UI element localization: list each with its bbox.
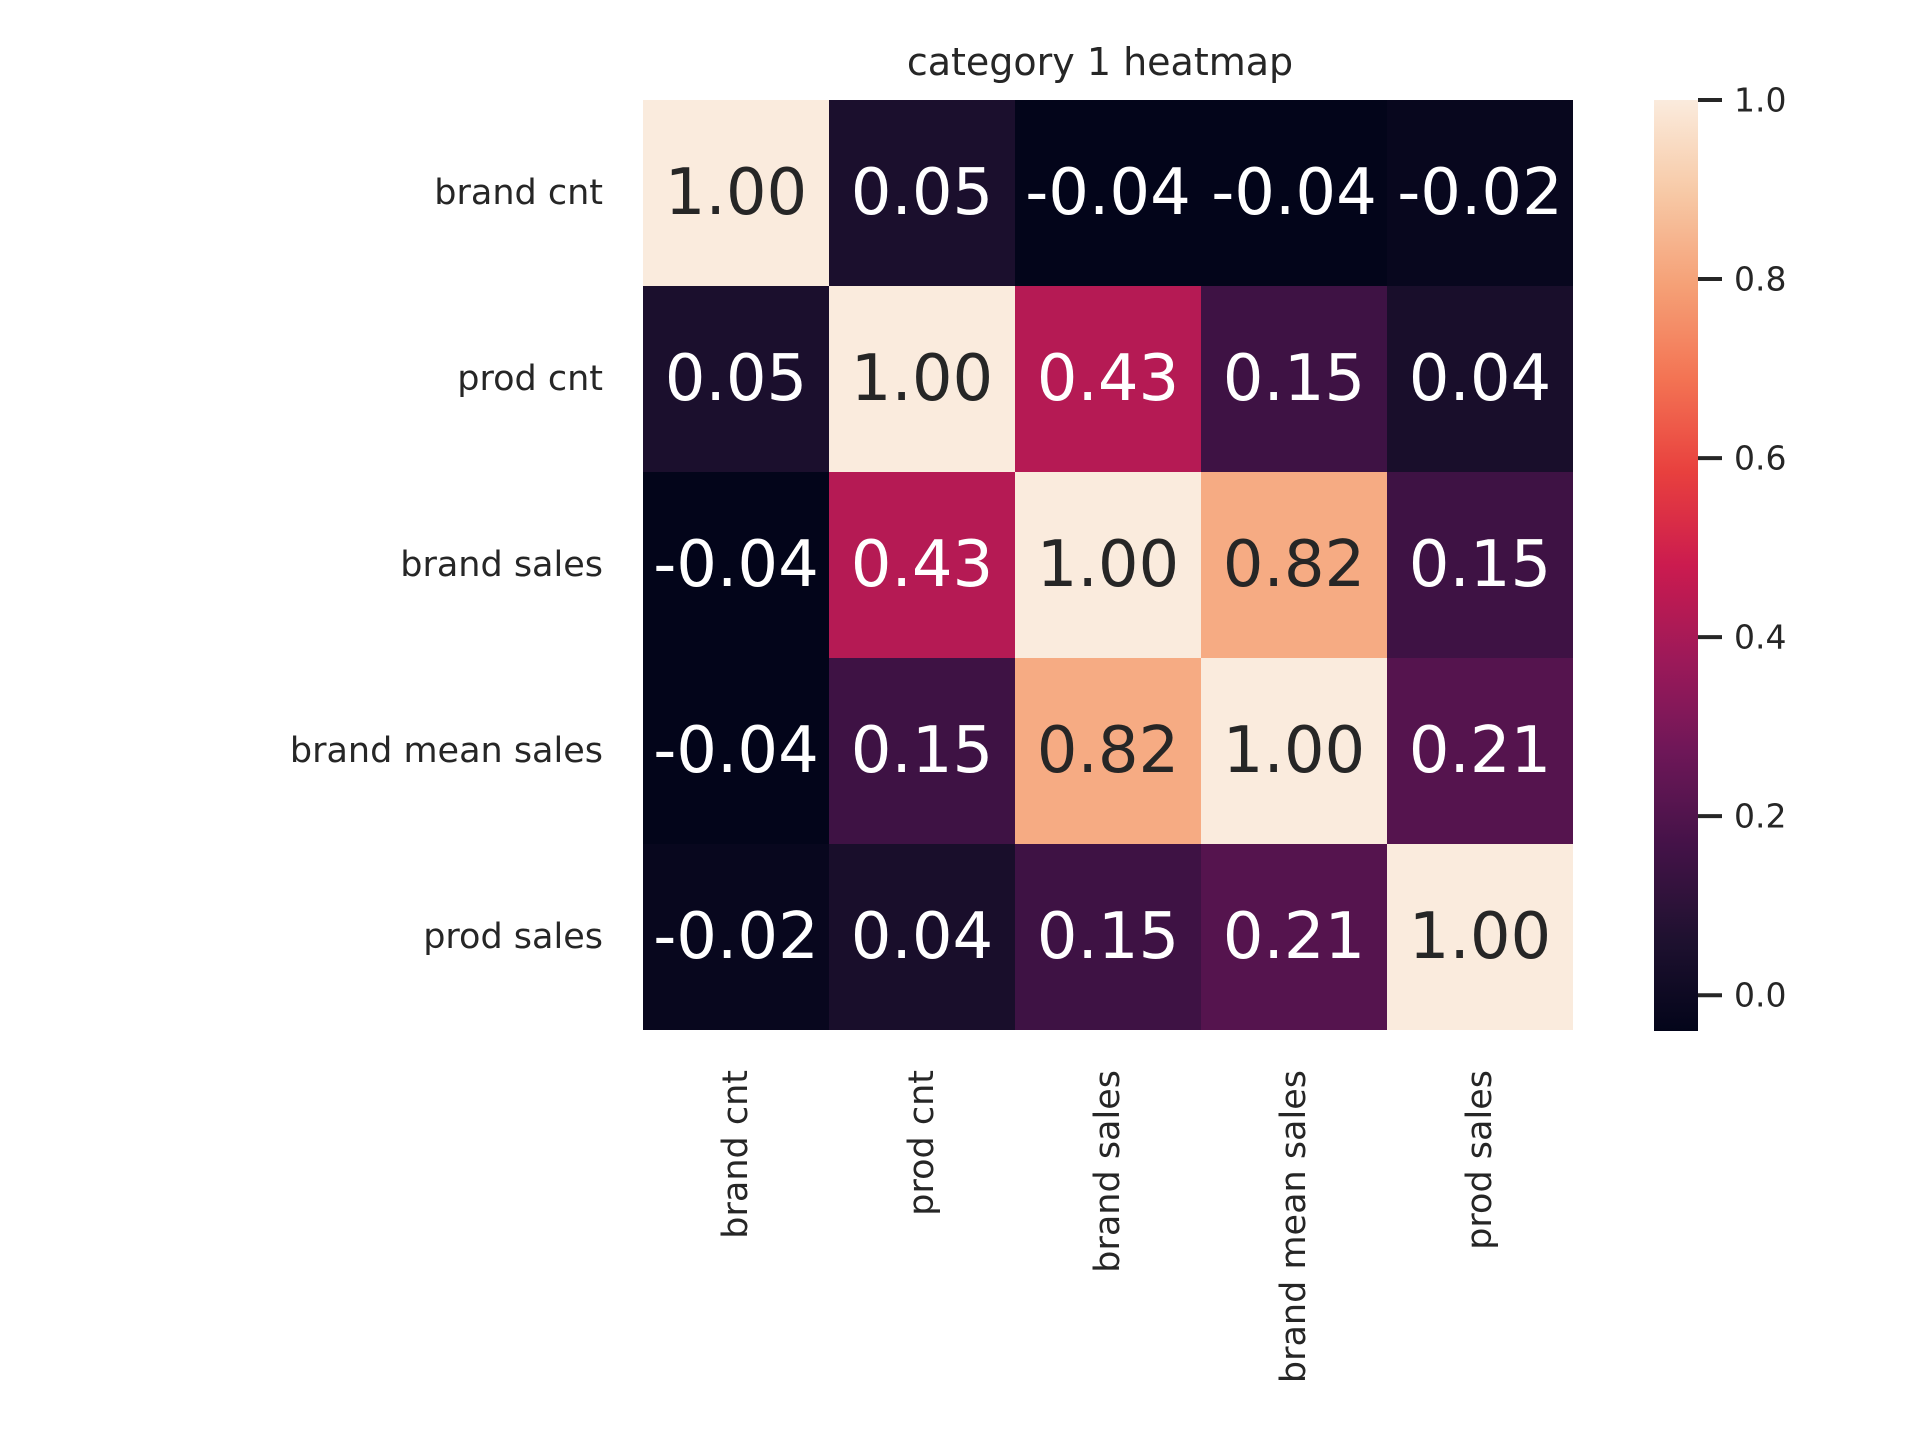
- cell-value-label: 0.43: [851, 528, 994, 602]
- heatmap-cell: [643, 100, 829, 286]
- cell-value-label: 0.04: [851, 900, 994, 974]
- heatmap-cell: [1387, 472, 1573, 658]
- heatmap-cell: [1015, 472, 1201, 658]
- y-tick-label: brand mean sales: [290, 731, 603, 771]
- heatmap-cell: [1201, 844, 1387, 1030]
- cell-value-label: 0.05: [665, 342, 808, 416]
- x-tick-label: brand cnt: [716, 1070, 756, 1239]
- colorbar-tick-label: 0.0: [1734, 976, 1786, 1015]
- cell-value-label: 0.21: [1409, 714, 1552, 788]
- heatmap-cell: [829, 100, 1015, 286]
- colorbar-tick-label: 0.8: [1734, 260, 1786, 299]
- x-tick-label: prod cnt: [902, 1070, 942, 1216]
- heatmap-cell: [1387, 844, 1573, 1030]
- heatmap-cell: [1201, 286, 1387, 472]
- heatmap-cell: [1015, 844, 1201, 1030]
- y-tick-label: prod cnt: [457, 359, 603, 399]
- heatmap-cell: [1201, 100, 1387, 286]
- heatmap-cell: [643, 658, 829, 844]
- heatmap-cell: [829, 472, 1015, 658]
- cell-value-label: -0.02: [653, 900, 819, 974]
- colorbar-ticks: 0.0 0.2 0.4 0.6 0.8 1.0: [1698, 81, 1786, 1015]
- heatmap-cell: [1387, 658, 1573, 844]
- heatmap-cell: [829, 844, 1015, 1030]
- colorbar: [1654, 100, 1698, 1031]
- heatmap-cell: [643, 844, 829, 1030]
- cell-value-label: -0.04: [653, 714, 819, 788]
- heatmap-cell: [1387, 100, 1573, 286]
- heatmap-cell: [1201, 472, 1387, 658]
- heatmap-cell: [1201, 658, 1387, 844]
- y-tick-label: brand cnt: [434, 173, 603, 213]
- cell-value-label: 0.05: [851, 156, 994, 230]
- cell-value-label: 0.15: [1409, 528, 1552, 602]
- heatmap-cell: [1015, 100, 1201, 286]
- y-tick-label: brand sales: [400, 545, 603, 585]
- cell-value-label: 1.00: [665, 156, 808, 230]
- colorbar-tick-label: 0.2: [1734, 797, 1786, 836]
- cell-value-label: 1.00: [851, 342, 994, 416]
- cell-value-label: 0.82: [1223, 528, 1366, 602]
- colorbar-tick-label: 0.6: [1734, 439, 1786, 478]
- y-axis-tick-labels: brand cnt prod cnt brand sales brand mean s…: [290, 173, 603, 957]
- chart-title: category 1 heatmap: [907, 40, 1293, 84]
- cell-value-label: 1.00: [1409, 900, 1552, 974]
- heatmap-cell: [829, 286, 1015, 472]
- colorbar-tick-label: 0.4: [1734, 618, 1786, 657]
- x-tick-label: prod sales: [1460, 1070, 1500, 1250]
- cell-value-label: 1.00: [1223, 714, 1366, 788]
- cell-value-label: -0.04: [1025, 156, 1191, 230]
- heatmap-cell: [1387, 286, 1573, 472]
- y-tick-label: prod sales: [423, 917, 603, 957]
- x-tick-label: brand sales: [1088, 1070, 1128, 1273]
- cell-value-label: 0.82: [1037, 714, 1180, 788]
- cell-value-label: -0.04: [653, 528, 819, 602]
- cell-value-label: 0.15: [1037, 900, 1180, 974]
- cell-value-label: -0.04: [1211, 156, 1377, 230]
- x-axis-tick-labels: brand cnt prod cnt brand sales brand mean s…: [716, 1070, 1500, 1383]
- x-tick-label: brand mean sales: [1274, 1070, 1314, 1383]
- heatmap-cell: [643, 472, 829, 658]
- cell-value-label: 0.04: [1409, 342, 1552, 416]
- heatmap-cell: [1015, 286, 1201, 472]
- cell-value-label: 1.00: [1037, 528, 1180, 602]
- colorbar-tick-label: 1.0: [1734, 81, 1786, 120]
- heatmap-cell: [829, 658, 1015, 844]
- cell-value-label: 0.21: [1223, 900, 1366, 974]
- cell-value-label: -0.02: [1397, 156, 1563, 230]
- heatmap-cell: [1015, 658, 1201, 844]
- cell-value-label: 0.15: [851, 714, 994, 788]
- heatmap-cell: [643, 286, 829, 472]
- cell-value-label: 0.15: [1223, 342, 1366, 416]
- cell-value-label: 0.43: [1037, 342, 1180, 416]
- heatmap-grid: 1.00 0.05 -0.04 -0.04 -0.02 0.05 1.00 0.43 0.15 0…: [643, 100, 1573, 1030]
